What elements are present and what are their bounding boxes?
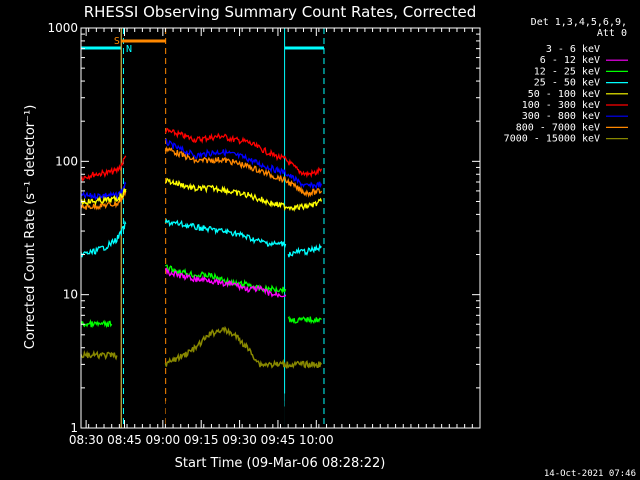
series-line [80,181,127,201]
y-tick-label: 1 [70,421,78,435]
series-line [80,190,127,211]
legend-header: Att 0 [597,28,627,39]
legend-label: 800 - 7000 keV [516,122,600,133]
legend-header: Det 1,3,4,5,6,9, [531,17,627,28]
legend-label: 6 - 12 keV [540,55,600,66]
legend-label: 25 - 50 keV [534,78,600,89]
series-line [80,188,127,206]
x-tick-label: 08:45 [107,433,142,447]
legend-label: 100 - 300 keV [522,100,600,111]
series-6-12-kev [164,267,287,299]
series-line [165,138,323,190]
axes: 1 10 100 1000 08:30 08:45 09:00 09:15 09:30 09:45… [47,21,481,447]
chart-title: RHESSI Observing Summary Count Rates, Co… [84,3,477,21]
footer-timestamp: 14-Oct-2021 07:46 [544,469,636,479]
series-line [287,243,322,258]
series-7000-15000-kev [80,325,323,369]
series-800-7000-kev [80,145,322,211]
y-tick-label: 1000 [47,21,78,35]
series-line [164,218,287,249]
series-100-300-kev [80,127,323,182]
x-tick-label: 09:30 [222,433,257,447]
y-axis-label: Corrected Count Rate (s⁻¹ detector⁻¹) [23,105,38,350]
series-50-100-kev [80,177,323,212]
series-25-50-kev [80,218,322,258]
x-tick-label: 09:15 [184,433,219,447]
series-line [80,349,118,361]
y-tick-label: 100 [55,154,78,168]
legend-label: 50 - 100 keV [528,89,600,100]
x-tick-label: 08:30 [69,433,104,447]
legend-label: 7000 - 15000 keV [504,134,600,145]
series-line [80,220,127,258]
series-300-800-kev [80,138,323,201]
y-tick-label: 10 [63,288,78,302]
series-line [164,267,287,299]
x-tick-label: 09:45 [261,433,296,447]
legend-label: 12 - 25 keV [534,66,600,77]
series-line [80,318,113,329]
series-line [80,155,127,182]
series-line [165,177,323,212]
x-axis-label: Start Time (09-Mar-06 08:28:22) [175,456,386,471]
series-line [164,127,323,179]
series-line [164,145,322,198]
x-tick-label: 09:00 [146,433,181,447]
series-line [287,315,322,325]
night-label: N [126,44,132,55]
legend-label: 3 - 6 keV [546,44,600,55]
x-tick-label: 10:00 [299,433,334,447]
series-line [164,325,323,369]
legend-label: 300 - 800 keV [522,111,600,122]
saa-label: S [114,36,120,47]
